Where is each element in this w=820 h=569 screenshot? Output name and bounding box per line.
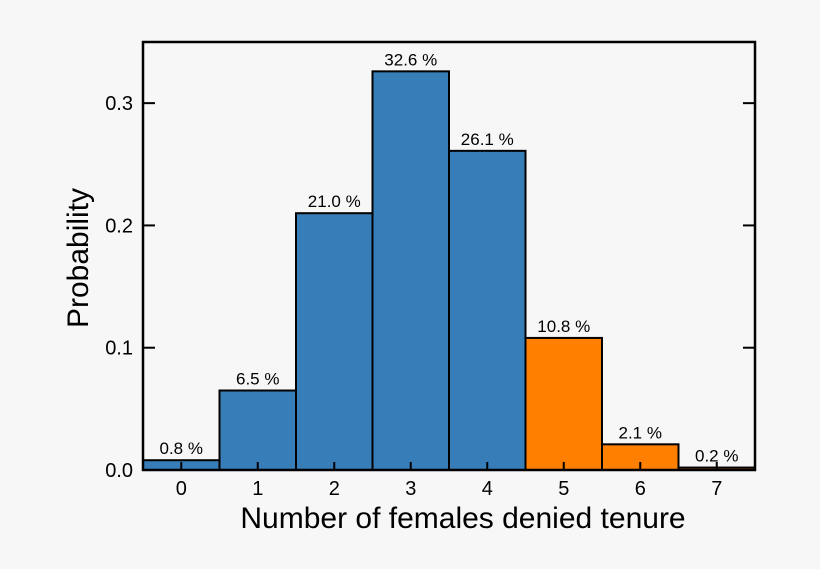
x-tick-label-3: 3 (405, 478, 416, 500)
x-tick-label-7: 7 (711, 478, 722, 500)
y-tick-label: 0.0 (105, 460, 133, 482)
y-tick-label: 0.1 (105, 338, 133, 360)
bar-6 (601, 443, 680, 472)
plot-frame (141, 40, 757, 472)
x-tick-label-6: 6 (635, 478, 646, 500)
x-tick-label-2: 2 (329, 478, 340, 500)
bar-3 (371, 70, 450, 471)
data-label-4: 26.1 % (461, 130, 514, 149)
data-label-0: 0.8 % (160, 439, 203, 458)
data-label-7: 0.2 % (695, 447, 738, 466)
data-label-1: 6.5 % (236, 370, 279, 389)
bar-2 (295, 212, 374, 471)
bars-layer (142, 70, 756, 472)
ticks-layer: 0 1 2 3 4 5 6 7 0.0 0.1 0.2 0.3 (105, 93, 755, 500)
data-label-6: 2.1 % (619, 423, 662, 442)
x-axis-title: Number of females denied tenure (240, 502, 685, 535)
x-tick-label-1: 1 (252, 478, 263, 500)
bar-4 (448, 149, 527, 471)
x-tick-label-5: 5 (558, 478, 569, 500)
y-axis-title: Probability (62, 188, 95, 328)
data-labels-layer: 0.8 % 6.5 % 21.0 % 32.6 % 26.1 % 10.8 % 2.1 % 0… (160, 50, 739, 465)
y-tick-label: 0.3 (105, 93, 133, 115)
y-tick-label: 0.2 (105, 215, 133, 237)
x-tick-label-0: 0 (176, 478, 187, 500)
data-label-5: 10.8 % (537, 317, 590, 336)
x-tick-label-4: 4 (482, 478, 493, 500)
data-label-2: 21.0 % (308, 192, 361, 211)
data-label-3: 32.6 % (384, 50, 437, 69)
bar-5 (524, 336, 603, 471)
bar-1 (218, 389, 297, 471)
